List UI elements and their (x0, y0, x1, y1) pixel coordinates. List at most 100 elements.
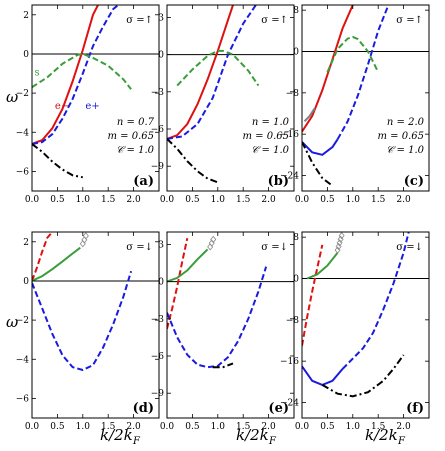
x-tick-label-3: 1.5 (371, 195, 386, 205)
marker-2 (82, 232, 89, 240)
series-line-2 (32, 270, 133, 372)
series-line-3 (212, 362, 234, 369)
x-tick-label-2: 1.0 (211, 422, 226, 432)
sigma-annotation: σ =↓ (126, 242, 153, 253)
x-tick-label-1: 0.5 (50, 422, 65, 432)
x-tick-label-4: 2.0 (396, 422, 411, 432)
marker-1 (81, 236, 88, 244)
series-line-1 (167, 248, 209, 283)
panel-label: (c) (404, 174, 424, 189)
x-tick-label-2: 1.0 (76, 422, 91, 432)
marker-2 (210, 235, 217, 244)
x-tick-label-2: 1.0 (76, 195, 91, 205)
y-tick-label-4: −9 (151, 162, 165, 172)
y-tick-label-3: −16 (280, 130, 299, 140)
x-tick-label-4: 2.0 (126, 195, 141, 205)
series-line-4 (303, 107, 316, 123)
param-text-2: 𝒞 = 1.0 (251, 145, 290, 156)
svg-text:F: F (397, 436, 406, 447)
panel-c: 0.0 0.5 1.0 1.5 2.0 8 0 −8 −16 −24 σ =↑ n = 2.0 m = … (280, 4, 430, 205)
series-line-0 (167, 237, 189, 329)
series-line-0 (167, 5, 234, 140)
x-tick-label-1: 0.5 (50, 195, 65, 205)
svg-text:F: F (268, 436, 277, 447)
panel-d: 0.0 0.5 1.0 1.5 2.0 2 0 −2 −4 −6 σ =↓ (d) (16, 231, 160, 432)
series-line-2 (302, 365, 344, 386)
y-tick-label-1: 0 (293, 275, 299, 285)
y-tick-label-1: 0 (293, 48, 299, 58)
plot-frame (31, 4, 160, 192)
y-tick-label-1: 0 (158, 278, 164, 288)
x-tick-label-4: 2.0 (261, 195, 276, 205)
x-tick-label-1: 0.5 (320, 422, 335, 432)
y-tick-label-4: −24 (280, 399, 299, 409)
y-tick-label-1: 0 (23, 50, 29, 60)
series-line-1 (32, 246, 81, 282)
y-tick-label-2: −3 (151, 88, 165, 98)
param-text-2: 𝒞 = 1.0 (116, 145, 155, 156)
param-text-0: n = 1.0 (252, 117, 290, 128)
y-tick-label-3: −4 (16, 355, 30, 365)
x-tick-label-3: 1.5 (236, 422, 251, 432)
param-text-1: m = 0.65 (108, 131, 154, 142)
sigma-annotation: σ =↑ (126, 15, 153, 26)
series-line-1 (306, 252, 339, 280)
series-line-3 (167, 138, 219, 184)
x-tick-label-1: 0.5 (185, 422, 200, 432)
x-tick-label-0: 0.0 (25, 195, 40, 205)
series-line-1 (167, 5, 257, 140)
x-tick-label-1: 0.5 (320, 195, 335, 205)
x-tick-label-0: 0.0 (25, 422, 40, 432)
x-tick-label-2: 1.0 (211, 195, 226, 205)
sigma-annotation: σ =↓ (396, 242, 423, 253)
marker-4 (338, 232, 345, 240)
param-text-0: n = 2.0 (387, 117, 425, 128)
x-axis-label-2: k/2k F (236, 426, 277, 447)
marker-0 (79, 240, 86, 248)
panel-label: (a) (133, 174, 154, 189)
sigma-annotation: σ =↑ (261, 15, 288, 26)
curve-label-0: s (35, 67, 40, 78)
panel-label: (d) (133, 401, 154, 416)
svg-text:k/2k: k/2k (236, 426, 269, 444)
param-text-1: m = 0.65 (378, 131, 424, 142)
y-tick-label-3: −4 (16, 128, 30, 138)
x-tick-label-3: 1.5 (101, 422, 116, 432)
param-text-0: n = 0.7 (117, 117, 155, 128)
y-tick-label-3: −16 (280, 357, 299, 367)
series-line-2 (336, 5, 390, 140)
y-tick-label-1: 0 (158, 51, 164, 61)
x-tick-label-2: 1.0 (346, 195, 361, 205)
panel-label: (f) (406, 401, 424, 416)
x-tick-label-1: 0.5 (185, 195, 200, 205)
y-tick-label-4: −6 (16, 167, 30, 177)
sigma-annotation: σ =↓ (261, 242, 288, 253)
x-tick-label-4: 2.0 (126, 422, 141, 432)
series-line-5 (302, 141, 334, 187)
y-tick-label-2: −2 (16, 89, 29, 99)
x-tick-label-0: 0.0 (295, 422, 310, 432)
svg-text:k/2k: k/2k (100, 426, 133, 444)
y-tick-label-4: −6 (16, 394, 30, 404)
series-line-0 (302, 5, 354, 133)
plot-frame (166, 231, 295, 419)
y-tick-label-0: 2 (23, 11, 29, 21)
panels: 0.0 0.5 1.0 1.5 2.0 2 0 −2 −4 −6 σ =↑ n = 0.7 m = 0.… (16, 4, 430, 432)
y-tick-label-2: −8 (286, 89, 300, 99)
panel-e: 0.0 0.5 1.0 1.5 2.0 3 0 −3 −6 −9 σ =↓ (e) (151, 231, 295, 432)
x-tick-label-0: 0.0 (160, 422, 175, 432)
y-tick-label-3: −6 (151, 125, 165, 135)
series-line-3 (32, 143, 83, 179)
sigma-annotation: σ =↑ (396, 15, 423, 26)
y-tick-label-0: 8 (293, 6, 299, 16)
plot-frame (301, 4, 430, 192)
param-text-1: m = 0.65 (243, 131, 289, 142)
y-tick-label-0: 2 (23, 238, 29, 248)
series-line-4 (321, 354, 405, 398)
y-tick-label-2: −3 (151, 315, 165, 325)
panel-a: 0.0 0.5 1.0 1.5 2.0 2 0 −2 −4 −6 σ =↑ n = 0.7 m = 0.… (16, 4, 160, 205)
curve-label-1: e− (55, 101, 69, 112)
series-line-2 (176, 49, 260, 87)
panel-f: 0.0 0.5 1.0 1.5 2.0 8 0 −8 −16 −24 σ =↓ (f) (280, 231, 430, 432)
x-axis-label-1: k/2k F (100, 426, 141, 447)
